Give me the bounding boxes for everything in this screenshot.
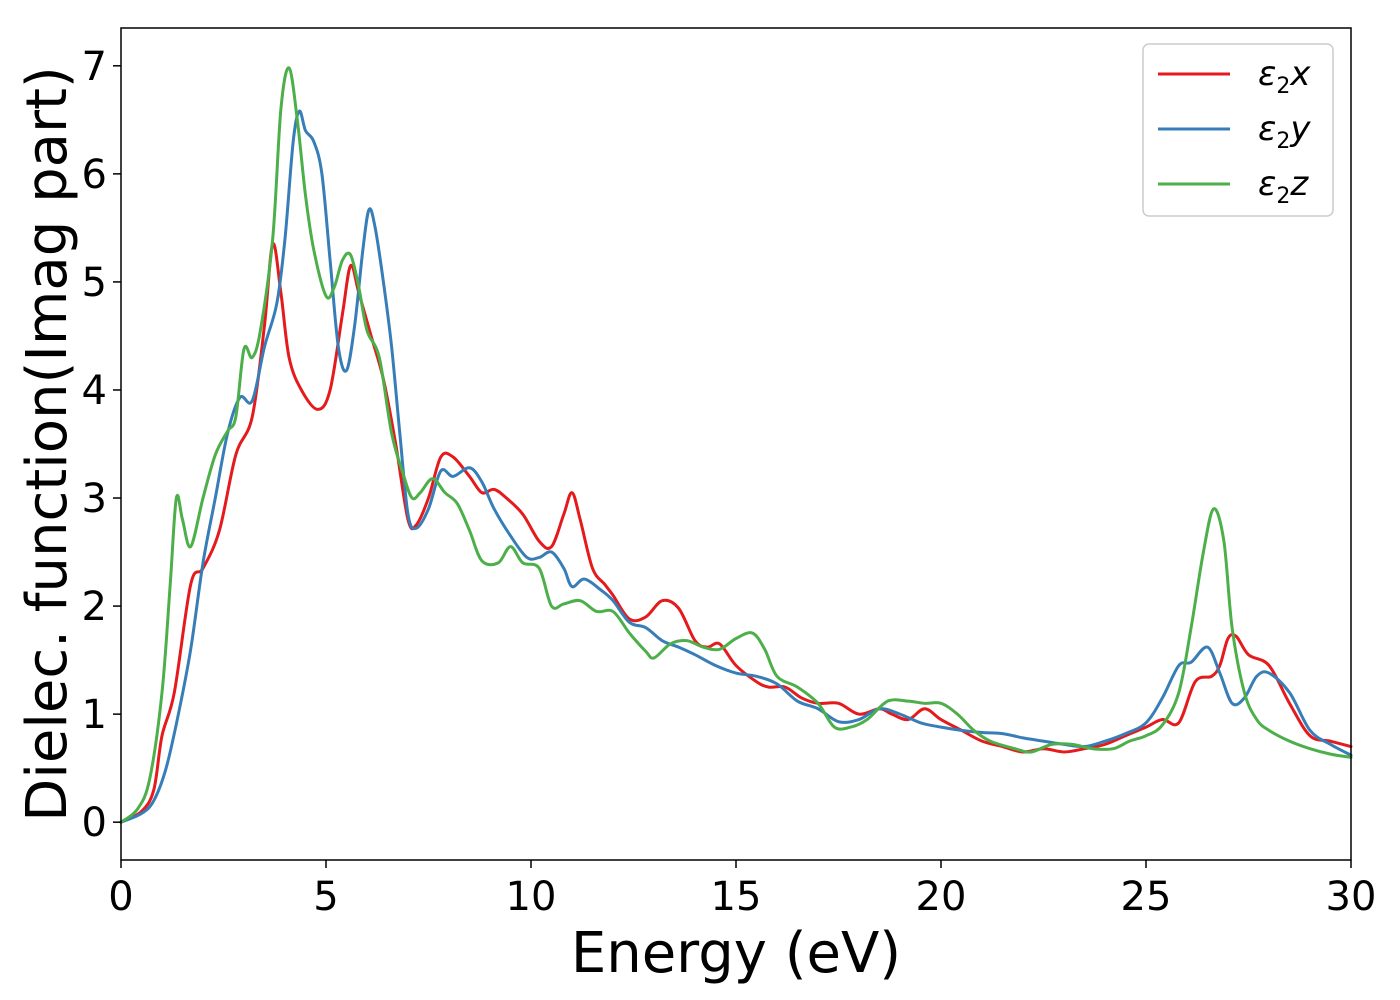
x-tick-label: 30 <box>1326 874 1377 920</box>
x-tick-label: 5 <box>313 874 338 920</box>
y-tick-label: 5 <box>82 260 107 306</box>
series-line-x <box>119 242 1353 824</box>
y-axis-ticks: 0 1 2 3 4 5 6 7 <box>82 44 121 846</box>
x-tick-label: 25 <box>1121 874 1172 920</box>
legend-label-x: ε2x <box>1258 54 1311 99</box>
y-tick-label: 4 <box>82 368 107 414</box>
series-layer <box>119 66 1353 824</box>
legend-box <box>1142 43 1334 217</box>
y-tick-label: 2 <box>82 584 107 630</box>
y-tick-label: 3 <box>82 476 107 522</box>
x-axis-title: Energy (eV) <box>571 921 901 986</box>
y-tick-label: 0 <box>82 800 107 846</box>
y-tick-label: 1 <box>82 692 107 738</box>
y-axis-title: Dielec. function(Imag part) <box>15 66 80 822</box>
legend-label-y: ε2y <box>1258 109 1311 154</box>
y-tick-label: 6 <box>82 152 107 198</box>
y-tick-label: 7 <box>82 44 107 90</box>
legend: ε2x ε2y ε2z <box>1142 43 1334 217</box>
x-tick-label: 15 <box>711 874 762 920</box>
series-line-z <box>119 66 1353 824</box>
series-line-y <box>119 109 1353 824</box>
legend-label-z: ε2z <box>1258 164 1309 209</box>
x-tick-label: 0 <box>108 874 133 920</box>
x-tick-label: 10 <box>506 874 557 920</box>
x-axis-ticks: 0 5 10 15 20 25 30 <box>108 860 1376 920</box>
x-tick-label: 20 <box>916 874 967 920</box>
